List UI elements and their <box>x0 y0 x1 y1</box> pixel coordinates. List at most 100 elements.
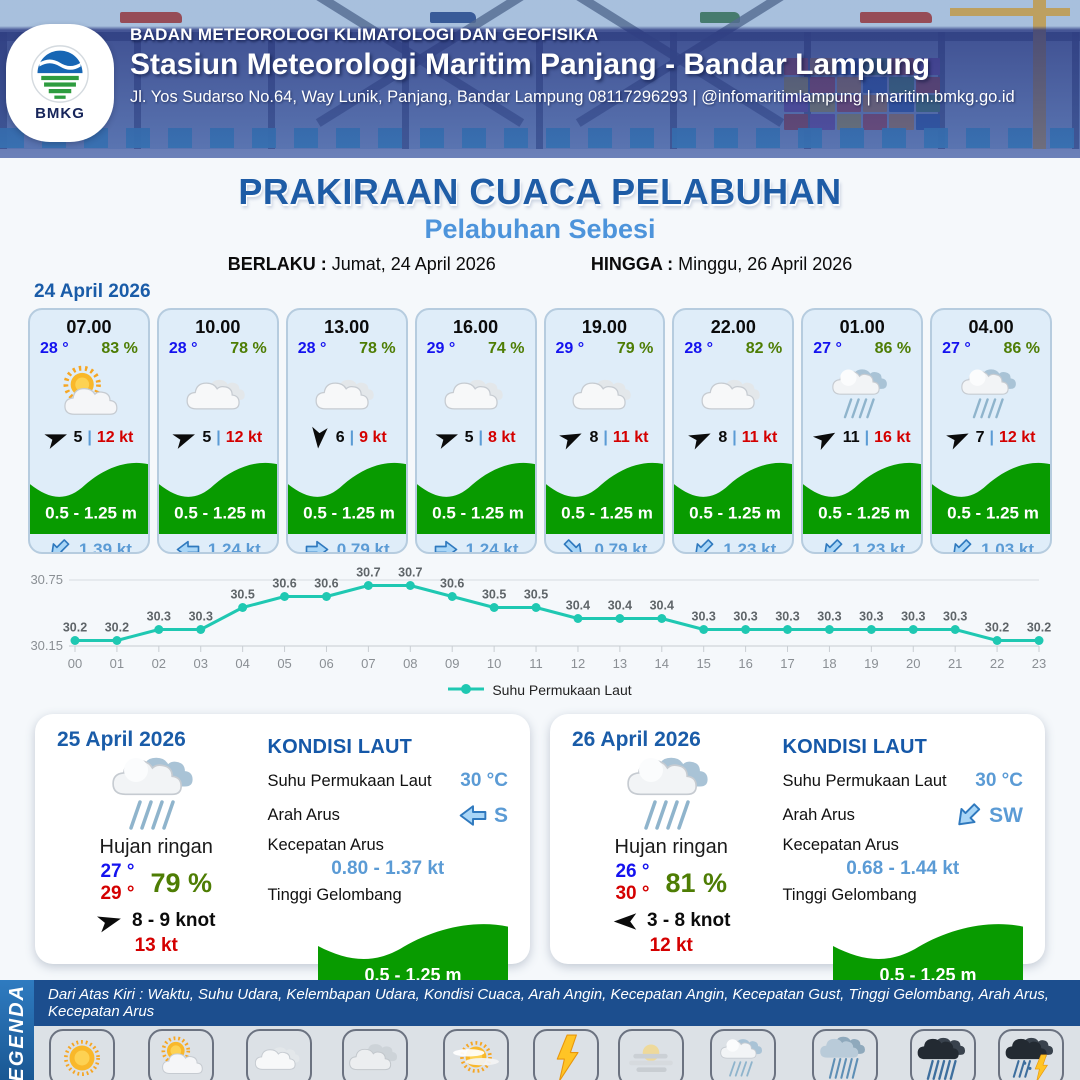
svg-text:03: 03 <box>194 656 208 671</box>
hujan-petir-icon <box>998 1029 1065 1080</box>
current-direction-icon <box>687 533 720 552</box>
separator: | <box>87 429 92 446</box>
wave-height-band: 0.5 - 1.25 m <box>158 448 277 534</box>
hujan-lebat-icon <box>909 1029 976 1080</box>
wave-height-band: 0.5 - 1.25 m <box>932 448 1051 534</box>
current-direction-icon <box>949 796 988 835</box>
svg-text:30.2: 30.2 <box>1027 621 1051 635</box>
header-banner: BMKG BADAN METEOROLOGI KLIMATOLOGI DAN G… <box>0 0 1080 158</box>
svg-text:18: 18 <box>822 656 836 671</box>
sst-value: 30 °C <box>975 770 1023 791</box>
udara-kabur-icon <box>443 1029 510 1080</box>
wind-direction-icon <box>810 423 841 452</box>
valid-from-value: Jumat, 24 April 2026 <box>331 254 496 274</box>
svg-text:04: 04 <box>235 656 249 671</box>
forecast-time: 01.00 <box>839 317 885 337</box>
wind-speed-range: 3 - 8 knot <box>647 910 731 931</box>
svg-text:02: 02 <box>152 656 166 671</box>
wind-speed: 5 <box>73 429 83 446</box>
wind-row: 5 | 12 kt <box>43 428 133 449</box>
wave-height-band: 0.5 - 1.25 m <box>416 448 535 534</box>
station-name: Stasiun Meteorologi Maritim Panjang - Ba… <box>130 48 931 81</box>
sea-conditions-title: KONDISI LAUT <box>782 736 928 758</box>
current-row: 1.23 kt <box>803 534 921 552</box>
wind-row: 8 | 11 kt <box>559 428 648 450</box>
svg-text:30.3: 30.3 <box>775 610 799 624</box>
svg-text:23: 23 <box>1032 656 1046 671</box>
wind-direction-icon <box>557 424 587 452</box>
chart-legend: Suhu Permukaan Laut <box>20 682 1060 698</box>
forecast-card: 10.00 28 ° 78 % 5 | 12 kt 0.5 - 1.25 m 1… <box>156 308 279 554</box>
svg-text:08: 08 <box>403 656 417 671</box>
current-row: 0.79 kt <box>288 534 406 552</box>
panel-date: 25 April 2026 <box>57 728 186 751</box>
forecast-time: 10.00 <box>195 317 241 337</box>
air-temperature: 27 ° <box>813 340 842 357</box>
legend-items-row: Cerah Cerah Berawan Berawan Berawan Teba… <box>34 1026 1080 1080</box>
humidity: 86 % <box>1003 340 1040 357</box>
humidity: 83 % <box>101 340 138 357</box>
day-panel-25-april: 25 April 2026 Hujan ringan 27 ° 29 ° 79 … <box>35 714 530 997</box>
humidity: 79 % <box>150 867 212 898</box>
current-speed: 1.24 kt <box>207 539 261 554</box>
page-title: PRAKIRAAN CUACA PELABUHAN <box>238 171 842 212</box>
air-temperature: 28 ° <box>168 340 198 357</box>
wind-direction-icon <box>308 425 330 451</box>
wave-height-band: 0.5 - 1.25 m <box>803 448 922 534</box>
forecast-card: 16.00 29 ° 74 % 5 | 8 kt 0.5 - 1.25 m 1.… <box>414 308 537 554</box>
valid-until-value: Minggu, 26 April 2026 <box>678 254 853 274</box>
humidity: 78 % <box>230 340 267 357</box>
wind-speed: 5 <box>464 429 474 446</box>
temp-max: 30 ° <box>615 883 650 904</box>
kabut-icon <box>617 1029 684 1080</box>
wind-gust: 11 kt <box>741 429 778 446</box>
legend-section: LEGENDA Dari Atas Kiri : Waktu, Suhu Uda… <box>0 980 1080 1080</box>
wind-gust: 8 kt <box>487 429 516 446</box>
current-row: 1.39 kt <box>30 534 148 554</box>
svg-text:0.5 - 1.25 m: 0.5 - 1.25 m <box>690 504 782 523</box>
svg-text:21: 21 <box>948 656 962 671</box>
humidity: 82 % <box>745 340 783 357</box>
air-temperature: 28 ° <box>297 340 327 357</box>
air-temperature: 28 ° <box>40 340 69 357</box>
svg-text:05: 05 <box>277 656 291 671</box>
svg-text:30.3: 30.3 <box>147 610 171 624</box>
validity-period: BERLAKU : Jumat, 24 April 2026 HINGGA : … <box>0 254 1080 275</box>
station-address: Jl. Yos Sudarso No.64, Way Lunik, Panjan… <box>130 88 1015 106</box>
svg-text:30.2: 30.2 <box>985 621 1009 635</box>
valid-until-label: HINGGA : <box>590 254 674 274</box>
forecast-card: 13.00 28 ° 78 % 6 | 9 kt 0.5 - 1.25 m 0.… <box>285 308 408 554</box>
svg-text:0.5 - 1.25 m: 0.5 - 1.25 m <box>303 504 395 523</box>
svg-text:30.4: 30.4 <box>650 599 674 613</box>
wind-speed-range: 8 - 9 knot <box>132 910 216 931</box>
legend-item: Udara Kabur <box>438 1029 515 1080</box>
svg-text:19: 19 <box>864 656 878 671</box>
legend-series-name: Suhu Permukaan Laut <box>492 682 632 698</box>
wind-direction-icon <box>171 424 200 451</box>
legend-item: Cerah Berawan <box>134 1029 228 1080</box>
humidity: 79 % <box>616 340 654 357</box>
forecast-date: 24 April 2026 <box>34 281 151 302</box>
weather-icon <box>699 360 767 428</box>
weather-condition: Hujan ringan <box>614 836 728 858</box>
current-direction-icon <box>944 533 977 552</box>
current-direction-icon <box>175 539 201 552</box>
current-direction-icon <box>558 533 591 552</box>
wind-gust: 13 kt <box>134 935 178 956</box>
wave-height-band: 0.5 - 1.25 m <box>545 448 664 534</box>
current-speed-value: 0.68 - 1.44 kt <box>846 858 960 879</box>
wind-speed: 7 <box>975 429 985 446</box>
sst-value: 30 °C <box>460 770 508 791</box>
current-speed-label: Kecepatan Arus <box>782 836 899 854</box>
wind-speed: 6 <box>335 429 345 446</box>
wind-gust: 12 kt <box>649 935 693 956</box>
svg-text:30.6: 30.6 <box>440 577 464 591</box>
wind-gust: 12 kt <box>225 429 263 446</box>
current-direction-icon <box>433 539 459 552</box>
current-speed: 1.24 kt <box>465 539 519 554</box>
current-speed: 1.39 kt <box>78 539 132 554</box>
svg-text:30.3: 30.3 <box>733 610 757 624</box>
current-speed: 1.23 kt <box>723 539 777 554</box>
wind-speed: 8 <box>718 429 728 446</box>
forecast-time: 13.00 <box>324 317 370 337</box>
